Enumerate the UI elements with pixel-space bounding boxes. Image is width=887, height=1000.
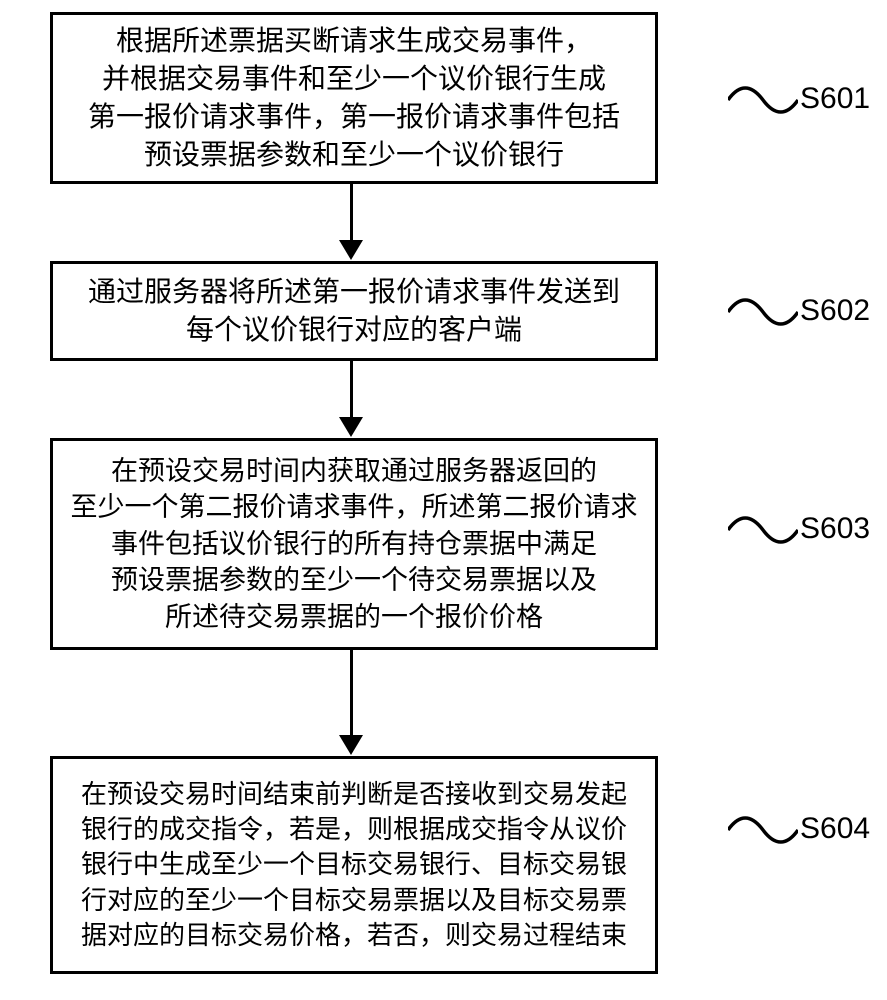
wave-connector (728, 510, 798, 550)
flowchart-container: 根据所述票据买断请求生成交易事件， 并根据交易事件和至少一个议价银行生成 第一报… (0, 0, 887, 1000)
connector-arrow (350, 361, 353, 417)
step-text: 在预设交易时间内获取通过服务器返回的 至少一个第二报价请求事件，所述第二报价请求… (67, 453, 641, 635)
step-label-s604: S604 (800, 812, 870, 846)
flowchart-step-s604: 在预设交易时间结束前判断是否接收到交易发起 银行的成交指令，若是，则根据成交指令… (50, 756, 658, 974)
step-text: 根据所述票据买断请求生成交易事件， 并根据交易事件和至少一个议价银行生成 第一报… (67, 22, 641, 173)
wave-connector (728, 80, 798, 120)
arrowhead-icon (339, 417, 363, 437)
wave-connector (728, 292, 798, 332)
arrowhead-icon (339, 735, 363, 755)
flowchart-step-s603: 在预设交易时间内获取通过服务器返回的 至少一个第二报价请求事件，所述第二报价请求… (50, 438, 658, 650)
flowchart-step-s601: 根据所述票据买断请求生成交易事件， 并根据交易事件和至少一个议价银行生成 第一报… (50, 12, 658, 184)
step-label-s603: S603 (800, 512, 870, 546)
step-label-s602: S602 (800, 294, 870, 328)
connector-arrow (350, 650, 353, 735)
arrowhead-icon (339, 240, 363, 260)
wave-connector (728, 810, 798, 850)
connector-arrow (350, 184, 353, 240)
step-label-s601: S601 (800, 82, 870, 116)
step-text: 通过服务器将所述第一报价请求事件发送到 每个议价银行对应的客户端 (67, 273, 641, 349)
flowchart-step-s602: 通过服务器将所述第一报价请求事件发送到 每个议价银行对应的客户端 (50, 261, 658, 361)
step-text: 在预设交易时间结束前判断是否接收到交易发起 银行的成交指令，若是，则根据成交指令… (67, 777, 641, 952)
